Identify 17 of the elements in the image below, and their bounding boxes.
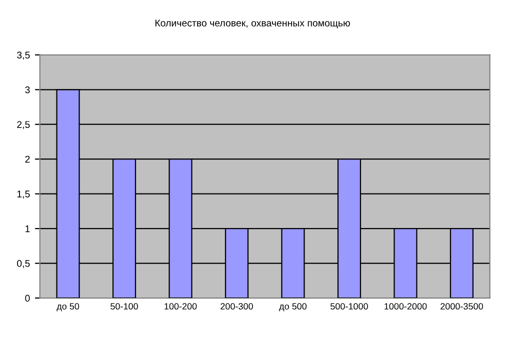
y-tick-label: 3	[25, 86, 30, 94]
x-tick-label: до 500	[279, 303, 307, 312]
x-tick-label: 100-200	[164, 303, 197, 310]
y-tick-label: 2	[25, 156, 30, 163]
y-tick-label: 3,5	[17, 52, 30, 60]
x-tick-label: 50-100	[110, 303, 138, 310]
chart-title: Количество человек, охваченных помощью	[155, 20, 350, 28]
x-tick-label: до 50	[56, 303, 80, 312]
y-tick-label: 0	[25, 294, 30, 302]
x-tick-label: 2000-3500	[440, 303, 483, 310]
y-tick-label: 1,5	[17, 190, 30, 199]
y-tick-label: 1	[26, 225, 30, 232]
y-tick-label: 0,5	[17, 260, 30, 268]
x-tick-label: 500-1000	[330, 303, 368, 310]
x-tick-label: 1000-2000	[384, 303, 427, 310]
y-tick-label: 2,5	[17, 121, 30, 130]
x-tick-label: 200-300	[220, 303, 253, 310]
